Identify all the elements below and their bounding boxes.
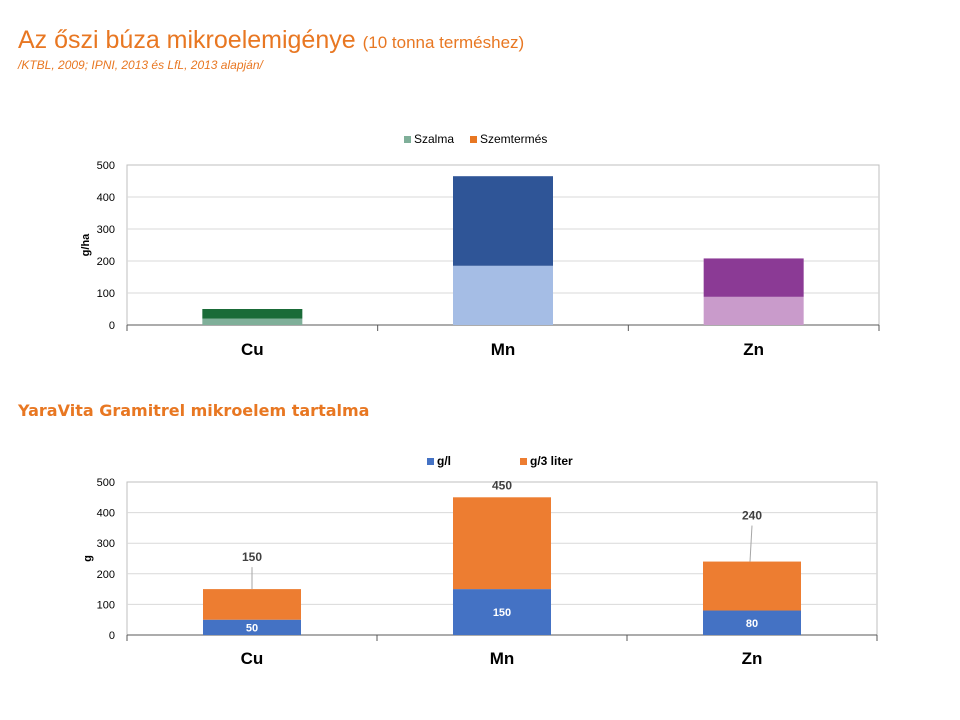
chart2-legend-swatch-1: [520, 458, 527, 465]
chart1-category-label-zn: Zn: [743, 340, 764, 359]
chart1-category-label-cu: Cu: [241, 340, 264, 359]
chart2-y-axis-label: g: [82, 555, 94, 562]
chart1-ytick-500: 500: [97, 160, 115, 172]
chart2-data-label-total-cu: 150: [242, 550, 262, 564]
chart2-leader-line-zn: [749, 525, 753, 562]
chart1-ytick-300: 300: [97, 224, 115, 236]
chart2-ytick-300: 300: [97, 538, 115, 550]
chart2-data-label-inner-mn: 150: [493, 607, 511, 619]
chart1-ytick-400: 400: [97, 192, 115, 204]
chart2-category-label-mn: Mn: [490, 649, 515, 668]
chart2-legend-label-0: g/l: [437, 454, 451, 468]
chart1-bar-zn-1: [703, 258, 804, 297]
chart1-bar-mn-1: [453, 176, 553, 266]
chart2-data-label-total-zn: 240: [742, 509, 762, 523]
chart2-bar-mn-1: [453, 497, 551, 590]
chart2-data-label-inner-cu: 50: [246, 622, 258, 634]
chart2-ytick-0: 0: [109, 630, 115, 642]
chart2-legend-label-1: g/3 liter: [530, 454, 573, 468]
chart1-legend-swatch-0: [404, 136, 411, 143]
chart2-ytick-200: 200: [97, 569, 115, 581]
chart2-data-label-inner-zn: 80: [746, 618, 758, 630]
chart1-y-axis-label: g/ha: [80, 233, 92, 256]
chart2-bar-zn-1: [703, 561, 801, 611]
section2-title: YaraVita Gramitrel mikroelem tartalma: [18, 401, 370, 420]
chart2-category-label-zn: Zn: [742, 649, 763, 668]
chart2-ytick-400: 400: [97, 508, 115, 520]
chart2-bar-zn-0: [703, 610, 801, 635]
chart2-bar-cu-0: [203, 619, 301, 635]
chart2-category-label-cu: Cu: [241, 649, 264, 668]
chart1-bar-cu-0: [202, 318, 303, 325]
chart2-bar-mn-0: [453, 589, 551, 635]
chart2-ytick-100: 100: [97, 599, 115, 611]
chart1-ytick-100: 100: [97, 288, 115, 300]
chart1-bar-cu-1: [202, 309, 303, 319]
chart1-bar-zn-0: [703, 296, 804, 325]
title-main: Az őszi búza mikroelemigénye: [18, 26, 356, 54]
source-note: /KTBL, 2009; IPNI, 2013 és LfL, 2013 ala…: [18, 58, 263, 72]
chart1-legend-label-1: Szemtermés: [480, 132, 547, 146]
chart1-ytick-200: 200: [97, 256, 115, 268]
chart1-legend-label-0: Szalma: [414, 132, 454, 146]
chart1-category-label-mn: Mn: [491, 340, 516, 359]
title-subtitle: (10 tonna terméshez): [362, 33, 525, 52]
chart2-legend-swatch-0: [427, 458, 434, 465]
chart2-bar-cu-1: [203, 589, 301, 620]
chart2-ytick-500: 500: [97, 477, 115, 489]
chart1-ytick-0: 0: [109, 320, 115, 332]
chart2-data-label-total-mn: 450: [492, 478, 512, 492]
page-title: Az őszi búza mikroelemigénye (10 tonna t…: [18, 26, 524, 55]
chart1-bar-mn-0: [453, 265, 553, 325]
chart1-legend-swatch-1: [470, 136, 477, 143]
